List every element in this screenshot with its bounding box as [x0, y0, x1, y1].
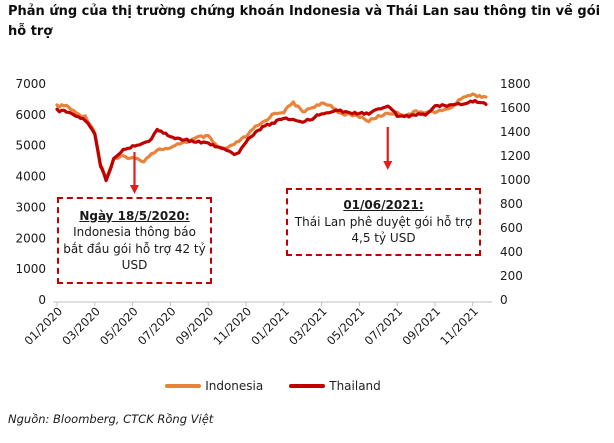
series-line-thailand — [55, 98, 488, 183]
right-axis-tick-label: 1000 — [500, 173, 531, 187]
x-axis-tick-label: 11/2021 — [437, 304, 481, 348]
legend-label: Indonesia — [205, 379, 264, 393]
left-axis-tick-label: 3000 — [15, 200, 46, 214]
x-axis-tick-label: 01/2021 — [248, 304, 292, 348]
x-axis-tick-label: 07/2020 — [135, 304, 179, 348]
series-line-indonesia — [55, 92, 488, 181]
indonesia-line-swatch — [165, 383, 202, 389]
left-axis-tick-label: 5000 — [15, 139, 46, 153]
annotation-heading: Ngày 18/5/2020: — [79, 208, 190, 223]
right-axis-tick-label: 1400 — [500, 125, 531, 139]
annotation-heading: 01/06/2021: — [343, 198, 424, 213]
annotation-arrow-head — [383, 161, 393, 170]
right-axis-tick-label: 400 — [500, 245, 523, 259]
left-axis-tick-label: 0 — [38, 293, 46, 307]
annotation-box-thailand: 01/06/2021: Thái Lan phê duyệt gói hỗ tr… — [286, 188, 481, 256]
left-axis-tick-label: 1000 — [15, 262, 46, 276]
legend-item-indonesia: Indonesia — [165, 379, 263, 393]
left-axis-tick-label: 7000 — [15, 77, 46, 91]
legend-item-thailand: Thailand — [289, 379, 381, 393]
thailand-line-swatch — [289, 383, 326, 389]
left-axis-tick-label: 4000 — [15, 170, 46, 184]
left-axis-tick-label: 2000 — [15, 231, 46, 245]
x-axis-tick-label: 05/2020 — [97, 304, 141, 348]
annotation-box-indonesia: Ngày 18/5/2020: Indonesia thông báo bắt … — [57, 197, 212, 284]
page-title: Phản ứng của thị trường chứng khoán Indo… — [8, 4, 601, 39]
right-axis-tick-label: 0 — [500, 293, 508, 307]
right-axis-tick-label: 600 — [500, 221, 523, 235]
right-axis-tick-label: 200 — [500, 269, 523, 283]
left-axis-tick-label: 6000 — [15, 108, 46, 122]
right-axis-tick-label: 800 — [500, 197, 523, 211]
annotation-body: Indonesia thông báo bắt đầu gói hỗ trợ 4… — [63, 225, 206, 272]
x-axis-tick-label: 11/2020 — [210, 304, 254, 348]
source-credit: Nguồn: Bloomberg, CTCK Rồng Việt — [8, 412, 214, 426]
x-axis-tick-label: 03/2020 — [59, 304, 103, 348]
right-axis-tick-label: 1600 — [500, 101, 531, 115]
annotation-body: Thái Lan phê duyệt gói hỗ trợ 4,5 tỷ USD — [294, 214, 473, 246]
x-axis-tick-label: 05/2021 — [324, 304, 368, 348]
chart-legend: Indonesia Thailand — [55, 377, 491, 395]
x-axis-tick-label: 01/2020 — [21, 304, 65, 348]
right-axis-tick-label: 1200 — [500, 149, 531, 163]
right-axis-tick-label: 1800 — [500, 77, 531, 91]
x-axis-tick-label: 03/2021 — [286, 304, 330, 348]
stock-market-line-chart: 01/202003/202005/202007/202009/202011/20… — [15, 77, 531, 348]
legend-label: Thailand — [329, 379, 381, 393]
x-axis-tick-label: 07/2021 — [362, 304, 406, 348]
x-axis-tick-label: 09/2021 — [399, 304, 443, 348]
annotation-arrow-head — [129, 185, 139, 194]
x-axis-tick-label: 09/2020 — [173, 304, 217, 348]
